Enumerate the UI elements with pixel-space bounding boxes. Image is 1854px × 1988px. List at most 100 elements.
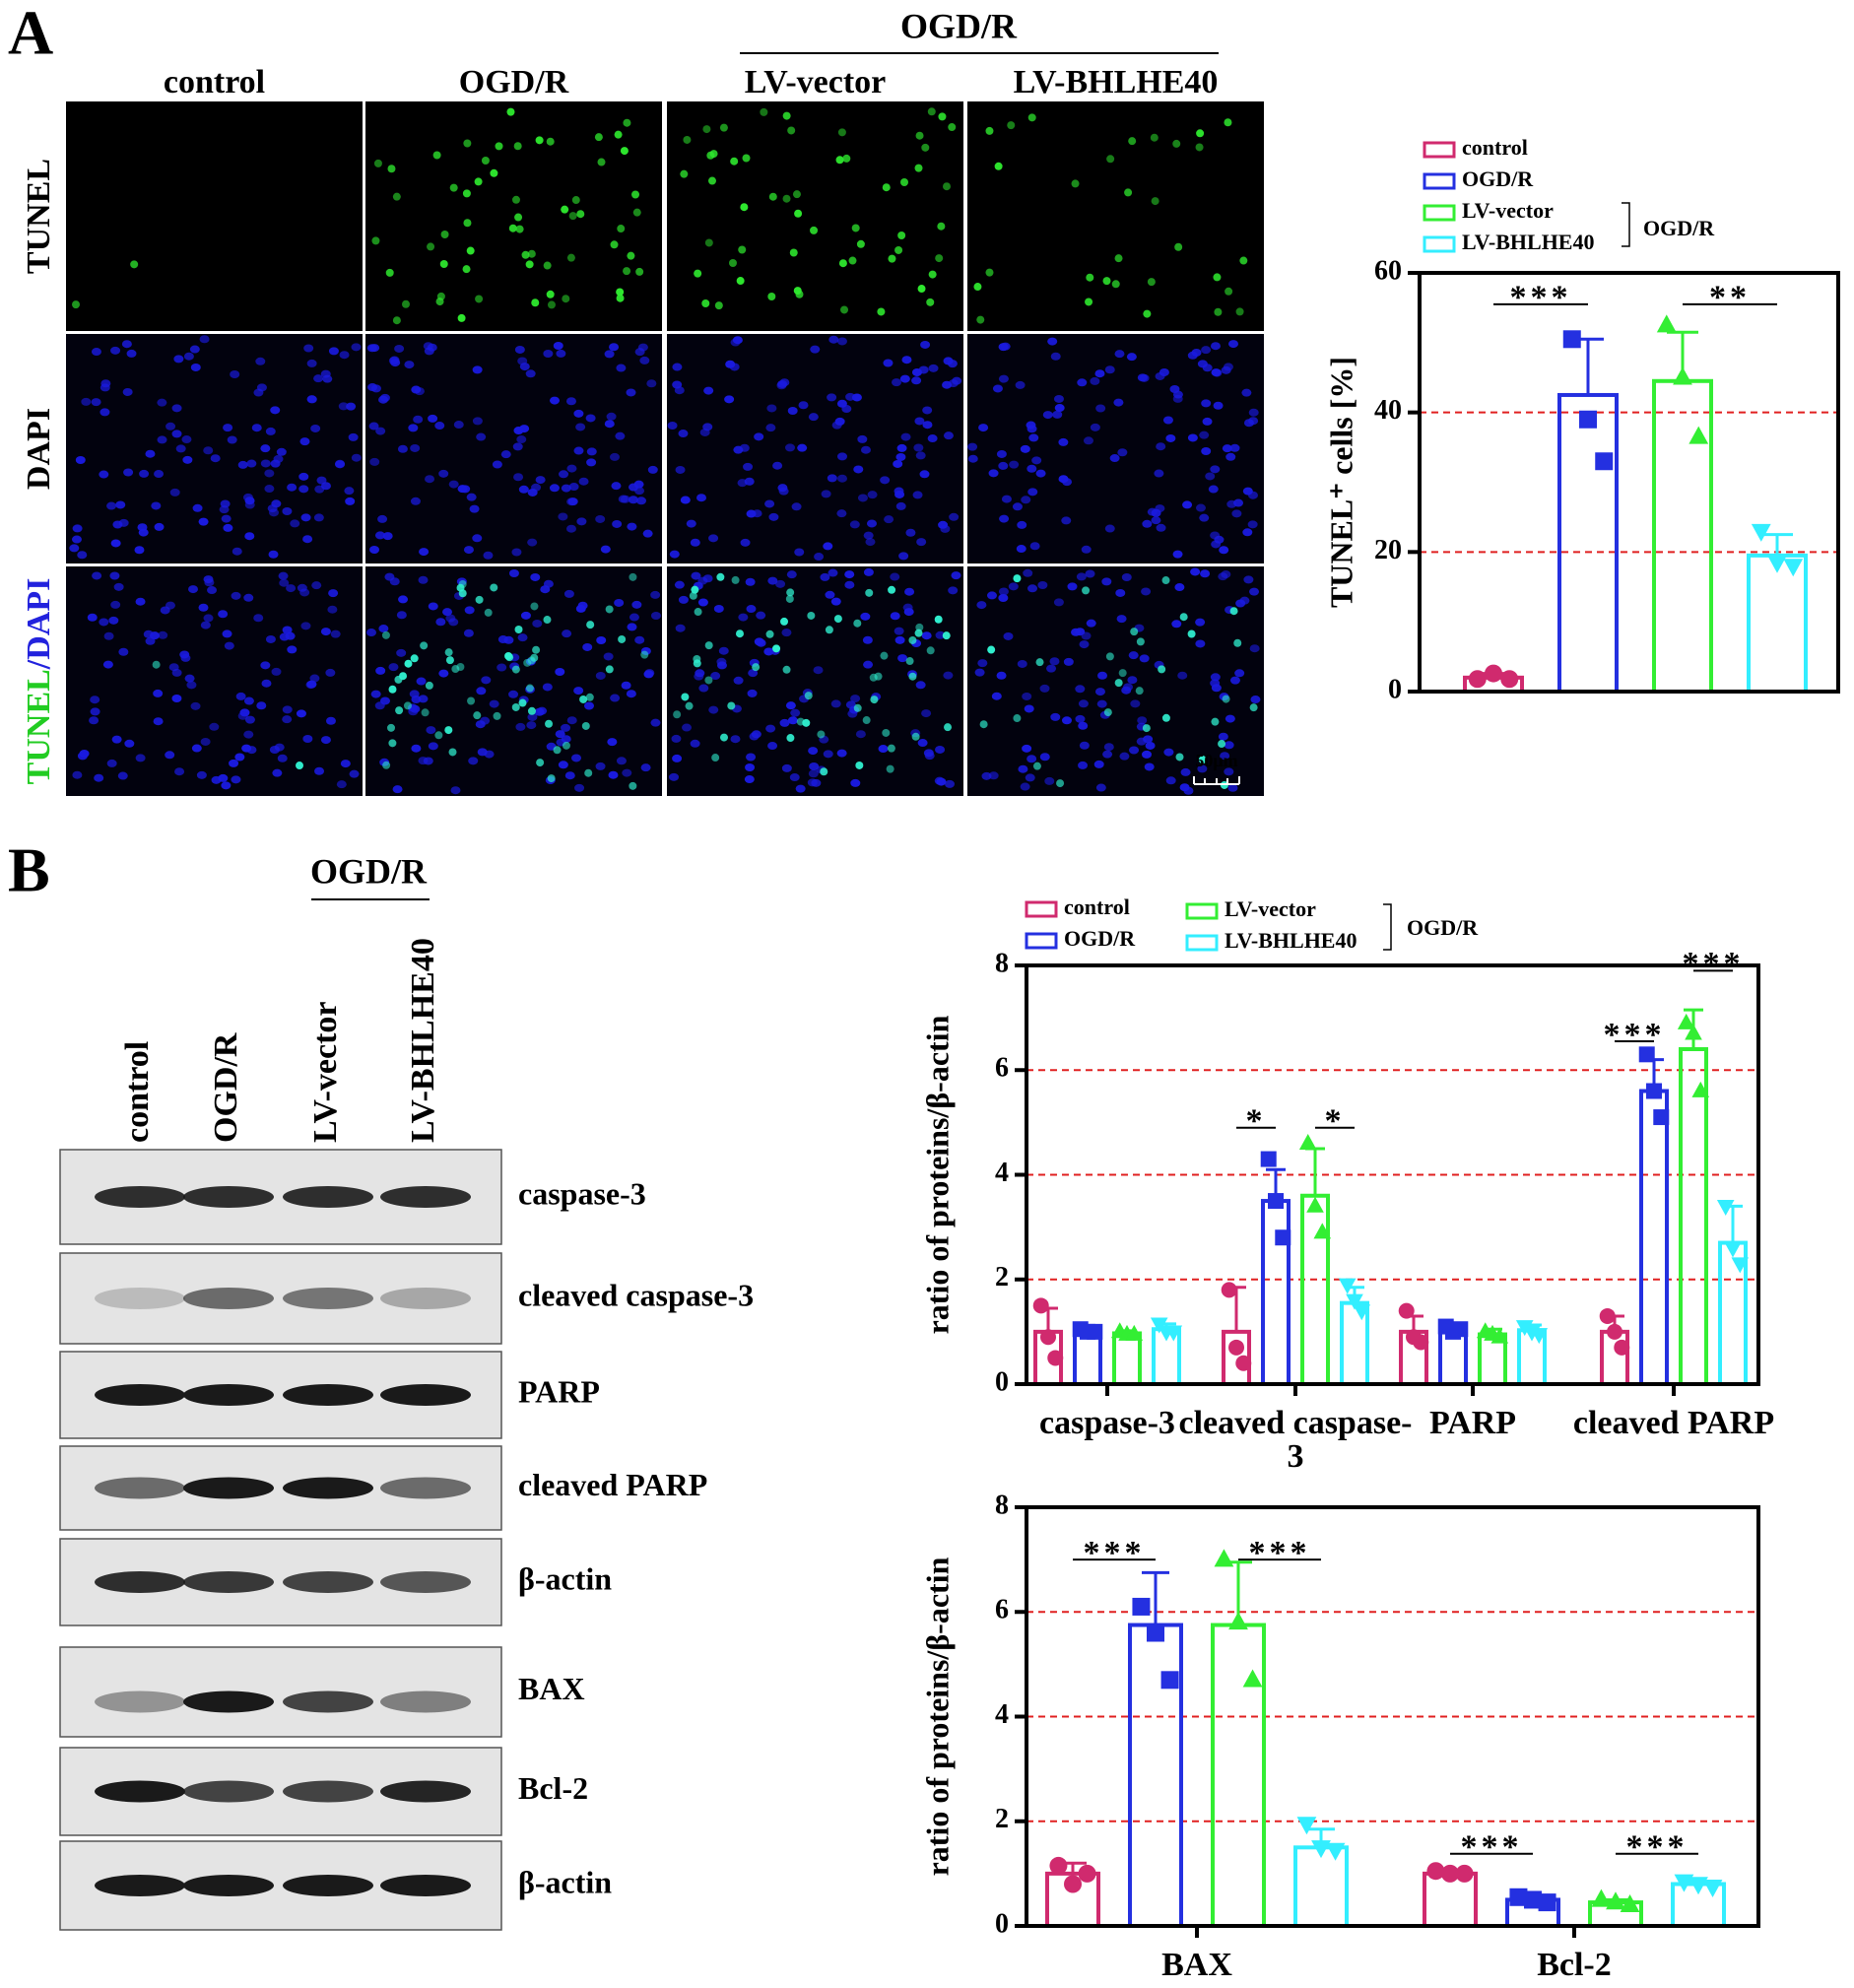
band [380, 1780, 471, 1803]
tunel-cell [887, 744, 895, 753]
nucleus [298, 485, 309, 494]
nucleus [520, 611, 531, 620]
nucleus [791, 502, 802, 511]
row-label: DAPI [21, 408, 57, 490]
tunel-cell [1151, 197, 1159, 206]
nucleus [102, 660, 113, 669]
nucleus [515, 722, 526, 731]
tunel-cell [616, 294, 625, 302]
tunel-cell [448, 748, 457, 757]
nucleus [1224, 741, 1234, 750]
nucleus [110, 600, 121, 609]
nucleus [466, 493, 477, 501]
tunel-cell [425, 681, 433, 690]
data-point [1485, 664, 1502, 683]
nucleus [1029, 542, 1040, 551]
nucleus [168, 663, 179, 672]
tunel-cell [1249, 703, 1258, 712]
tunel-cell [525, 260, 534, 269]
nucleus [821, 490, 831, 498]
nucleus [171, 404, 182, 413]
tunel-cell [825, 626, 833, 634]
nucleus [754, 432, 764, 441]
tunel-cell [911, 732, 920, 741]
nucleus [442, 608, 453, 617]
nucleus [154, 522, 165, 531]
nucleus [1182, 500, 1193, 509]
tunel-cell [579, 695, 588, 703]
bar [1261, 1199, 1291, 1386]
nucleus [967, 442, 978, 451]
nucleus [1129, 746, 1140, 755]
nucleus [527, 538, 538, 547]
tunel-cell [531, 298, 540, 307]
nucleus [561, 735, 571, 744]
nucleus [1024, 704, 1034, 713]
nucleus [1116, 615, 1127, 624]
nucleus [920, 340, 931, 349]
y-tick-label: 0 [1388, 674, 1402, 704]
nucleus [1242, 528, 1253, 537]
nucleus [1221, 365, 1231, 374]
tunel-cell [716, 572, 725, 581]
nucleus [1156, 442, 1166, 451]
tunel-cell [427, 242, 435, 251]
bar [1747, 553, 1808, 694]
lane-label: control [119, 1041, 156, 1143]
nucleus [810, 345, 821, 354]
nucleus [434, 422, 445, 431]
tunel-cell [506, 107, 515, 116]
nucleus [1139, 654, 1150, 663]
nucleus [921, 631, 932, 640]
nucleus [351, 343, 362, 352]
micrograph [365, 101, 662, 331]
data-point [1653, 1109, 1670, 1126]
tunel-cell [395, 706, 404, 715]
nucleus [703, 386, 714, 395]
nucleus [915, 681, 926, 690]
nucleus [573, 446, 584, 455]
tunel-cell [535, 136, 544, 145]
nucleus [1121, 573, 1132, 582]
nucleus [850, 778, 861, 787]
nucleus [924, 752, 935, 761]
nucleus [781, 629, 792, 637]
significance-label: *** [1626, 1828, 1688, 1865]
nucleus [457, 485, 468, 494]
nucleus [143, 630, 154, 638]
nucleus [574, 783, 585, 792]
nucleus [947, 360, 958, 368]
nucleus [974, 668, 985, 677]
nucleus [718, 646, 729, 655]
nucleus [785, 701, 796, 710]
tunel-cell [915, 623, 924, 631]
tunel-cell [942, 631, 951, 640]
nucleus [230, 370, 240, 379]
tunel-cell [1239, 256, 1248, 265]
legend-swatch [1423, 141, 1456, 159]
nucleus [481, 676, 492, 685]
tunel-cell [976, 315, 985, 324]
tunel-cell [1161, 576, 1170, 585]
tunel-cell [1158, 665, 1166, 674]
nucleus [1022, 692, 1032, 700]
nucleus [190, 701, 201, 710]
nucleus [113, 582, 124, 591]
nucleus [1117, 448, 1128, 457]
nucleus [472, 365, 483, 374]
nucleus [91, 348, 101, 357]
nucleus [103, 631, 114, 640]
nucleus [527, 488, 538, 497]
data-point [1674, 1874, 1694, 1892]
bar [1112, 1331, 1142, 1386]
tunel-cell [853, 619, 862, 628]
legend-swatch [1025, 932, 1058, 950]
nucleus [785, 443, 796, 452]
nucleus [1035, 469, 1046, 478]
legend-bracket [1622, 202, 1630, 247]
nucleus [111, 735, 122, 744]
data-point [1751, 523, 1771, 542]
lane-label: OGD/R [208, 1032, 244, 1143]
micrograph [66, 101, 363, 331]
tunel-cell [545, 719, 554, 728]
